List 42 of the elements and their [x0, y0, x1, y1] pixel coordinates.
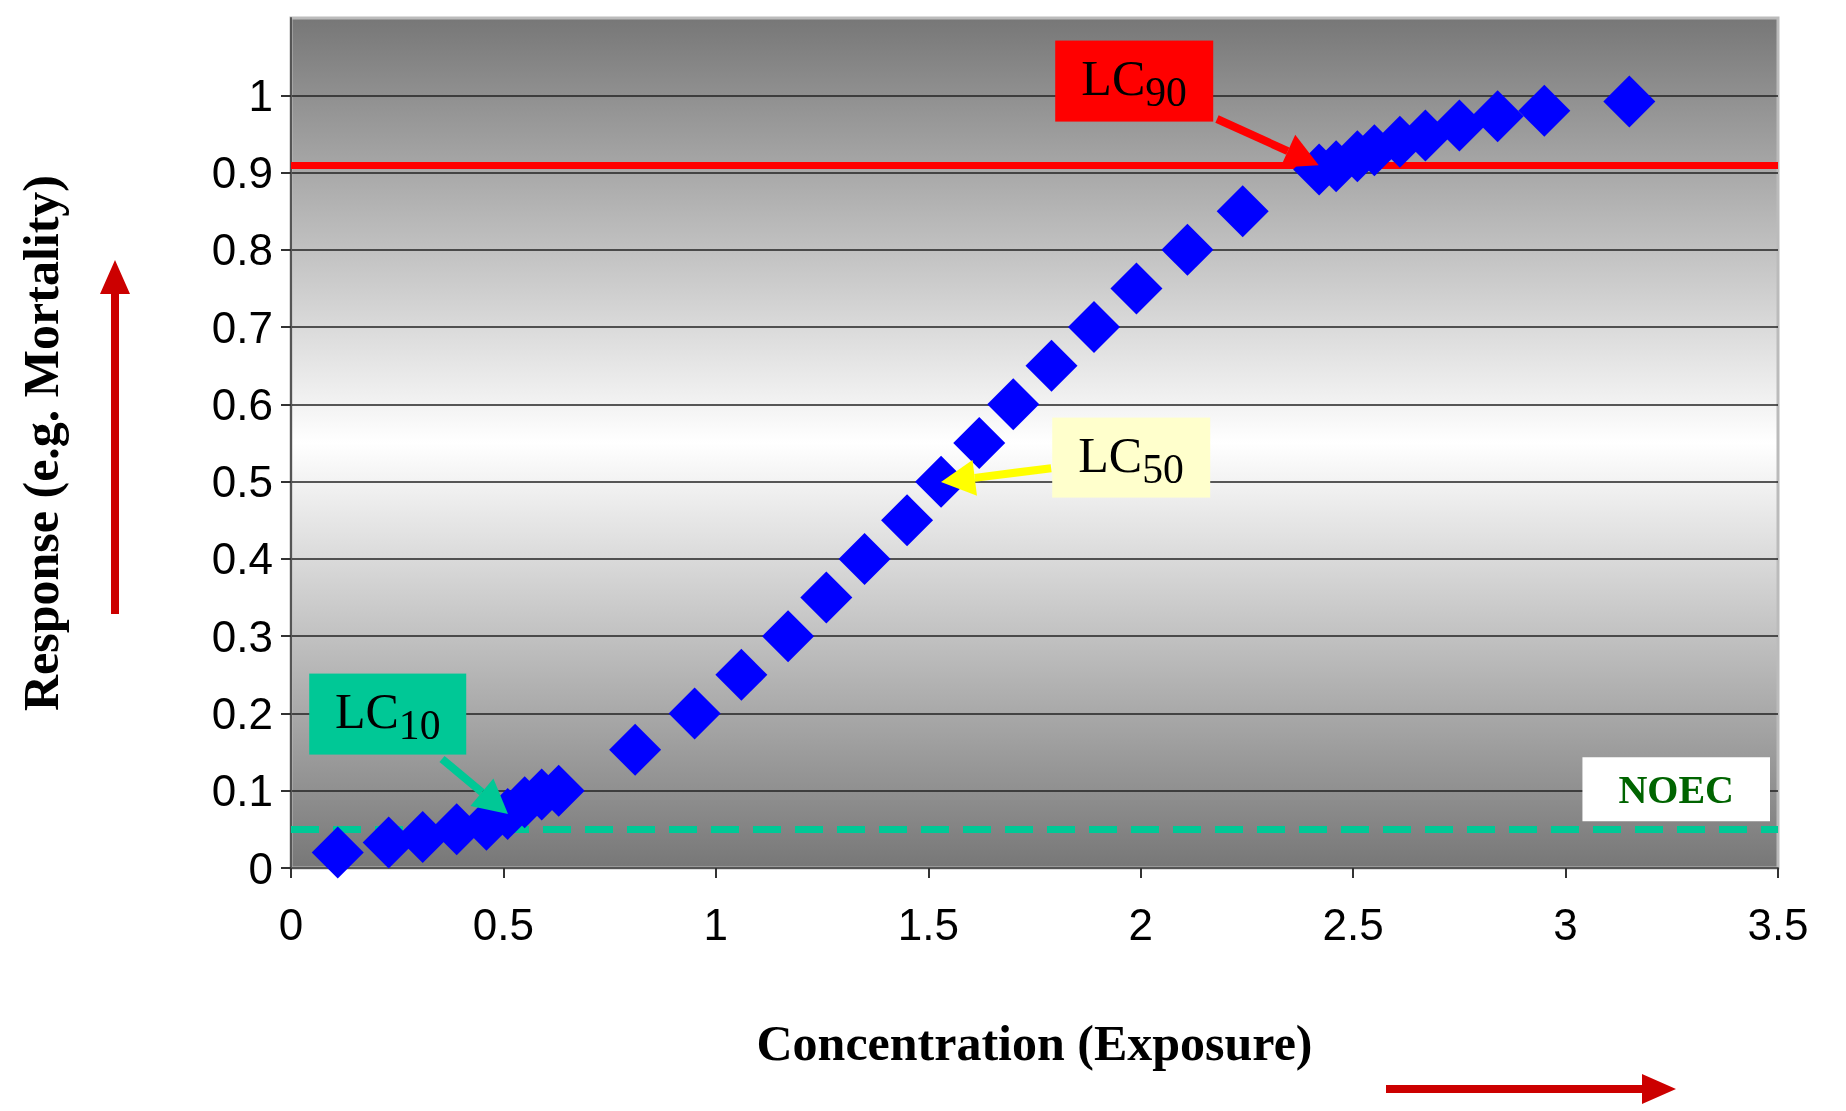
y-tick-label: 0.9 [211, 148, 273, 198]
y-axis-title: Response (e.g. Mortality) [13, 175, 69, 711]
x-tick-label: 3 [1553, 899, 1578, 949]
x-tick-label: 0.5 [472, 899, 535, 949]
point [1025, 339, 1078, 392]
y-tick-label: 0.2 [211, 688, 273, 738]
point [1518, 84, 1571, 137]
y-tick-label: 0.1 [211, 766, 273, 816]
y-tick-label: 1 [248, 70, 273, 120]
point [838, 532, 891, 585]
x-tick-label: 2.5 [1322, 899, 1384, 949]
point [609, 723, 662, 776]
point [1067, 301, 1120, 354]
point [1471, 90, 1524, 143]
point [987, 378, 1040, 431]
point [762, 610, 815, 663]
x-tick-label: 1 [703, 899, 729, 949]
point [800, 571, 853, 624]
x-axis-title: Concentration (Exposure) [756, 1015, 1313, 1071]
y-tick-label: 0.3 [211, 611, 273, 661]
point [715, 648, 768, 701]
point [1216, 185, 1269, 238]
y-tick-label: 0 [248, 843, 273, 893]
y-tick-label: 0.4 [211, 534, 273, 584]
y-tick-label: 0.5 [211, 457, 273, 507]
point [668, 687, 721, 740]
point [1110, 262, 1163, 315]
y-tick-label: 0.7 [211, 302, 273, 352]
point [1161, 223, 1214, 276]
point [953, 417, 1006, 469]
x-tick-label: 1.5 [897, 899, 959, 949]
point [1603, 75, 1656, 128]
annotation: LC$_{90}$ [1055, 40, 1213, 122]
point [311, 826, 364, 879]
y-tick-label: 0.8 [211, 225, 273, 275]
ref-line-label: NOEC [1618, 766, 1734, 812]
annotation: LC$_{50}$ [1052, 417, 1210, 499]
x-tick-label: 3.5 [1747, 899, 1809, 949]
annotation: LC$_{10}$ [308, 673, 467, 755]
point [881, 494, 934, 547]
x-tick-label: 2 [1128, 899, 1153, 949]
y-tick-label: 0.6 [211, 379, 273, 429]
